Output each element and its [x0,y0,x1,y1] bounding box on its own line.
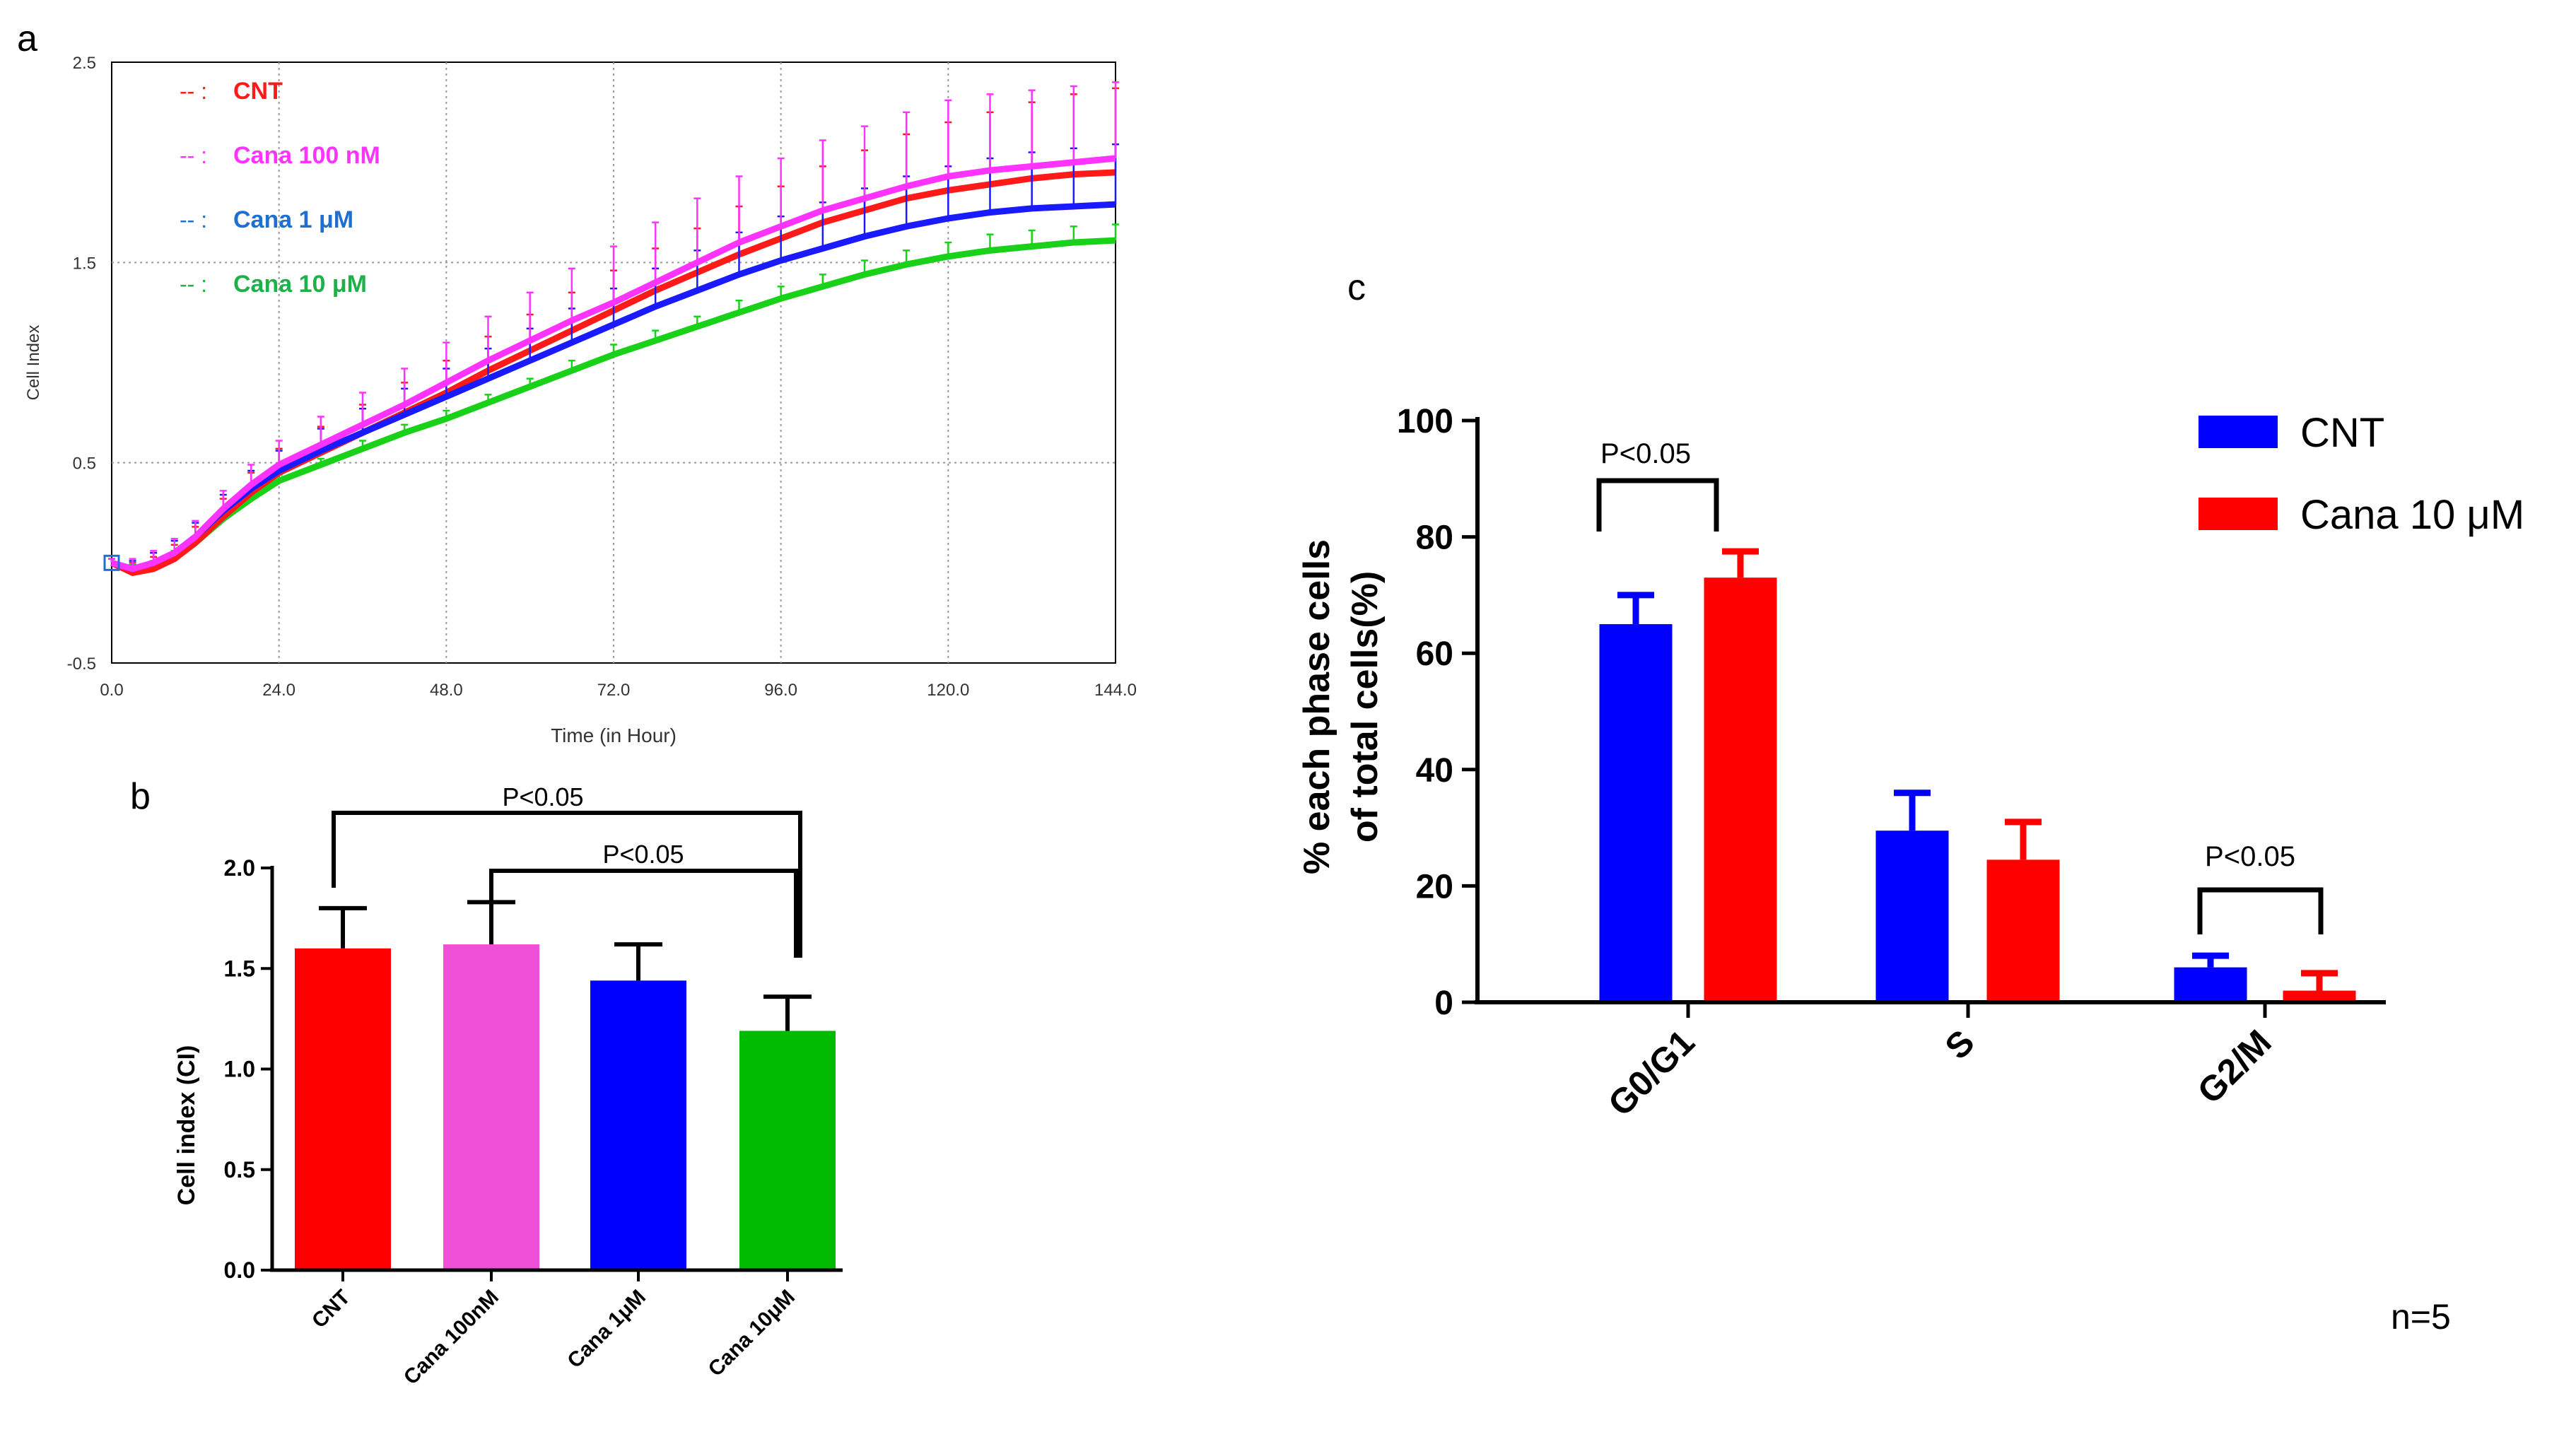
x-tick-label-a: 0.0 [100,681,123,700]
sample-size-note: n=5 [2391,1297,2451,1337]
x-tick-label-b: CNT [308,1286,355,1333]
bar-cnt-s [1875,831,1949,1002]
significance-label: P<0.05 [1600,438,1691,469]
legend-label-a: Cana 100 nM [233,142,380,169]
x-tick-label-a: 120.0 [927,681,969,700]
significance-bracket [489,869,798,958]
significance-bracket [1596,478,1719,532]
bar-cnt [295,948,391,1270]
bar-cana-100nm [443,944,539,1270]
y-tick-label-b: 1.5 [224,956,255,981]
y-axis-label-b: Cell index (CI) [173,1045,200,1206]
series-line [110,155,1116,573]
y-tick-label-c: 80 [1416,520,1453,557]
panel-a-line-chart: -0.5 0.5 1.5 2.5 0.0 24.0 48.0 72.0 96.0 120.0 14… [24,54,1137,746]
y-tick-label-c: 20 [1416,868,1453,905]
panel-c-bar-chart: 0 20 40 60 80 100 G0/G1 S G2/M P<0.05 P<0.05 CNT Can… [1296,403,2524,1124]
bar-cnt-g2-m [2174,967,2247,1002]
x-tick-label-a: 24.0 [262,681,295,700]
series-line [110,169,1116,576]
y-tick-label-a: -0.5 [67,655,96,674]
y-tick-label-c: 40 [1416,752,1453,790]
y-tick-label-b: 0.0 [224,1257,255,1283]
x-tick-label-a: 96.0 [764,681,797,700]
significance-bracket [2197,887,2324,934]
legend-label-c: Cana 10 μM [2300,492,2524,538]
start-marker [103,554,120,571]
legend-label-c: CNT [2300,410,2384,456]
y-tick-label-b: 1.0 [224,1057,255,1082]
y-axis-label-c-line2: of total cells(%) [1345,571,1386,843]
significance-label: P<0.05 [502,782,583,811]
y-tick-label-c: 0 [1434,985,1453,1022]
legend-label-a: Cana 1 μM [233,206,353,233]
legend-swatch-c [2199,498,2278,530]
x-tick-label-b: Cana 100nM [399,1286,503,1390]
y-axis-label-c-line1: % each phase cells [1296,539,1337,874]
x-tick-label-a: 48.0 [430,681,463,700]
x-axis-label-a: Time (in Hour) [551,724,677,746]
x-tick-label-b: Cana 10μM [704,1286,800,1381]
y-tick-label-c: 60 [1416,635,1453,673]
significance-label: P<0.05 [2205,841,2295,872]
legend-label-a: CNT [233,78,283,105]
y-tick-label-a: 0.5 [73,454,96,474]
y-tick-label-b: 0.5 [224,1157,255,1182]
y-tick-label-a: 1.5 [73,254,96,273]
bar-cana-10-μm-g2-m [2283,990,2356,1002]
x-tick-label-a: 144.0 [1094,681,1137,700]
panel-c-label: c [1347,267,1366,308]
significance-label: P<0.05 [602,840,684,869]
x-tick-label-a: 72.0 [597,681,631,700]
x-tick-label-c: S [1938,1022,1982,1067]
legend-marker-a: -- : [180,78,207,104]
bar-cana-10-μm-g0-g1 [1704,577,1777,1002]
x-tick-label-b: Cana 1μM [563,1286,650,1373]
significance-bracket [332,811,802,958]
x-tick-label-c: G2/M [2190,1022,2279,1111]
bar-cana-1μm [590,980,686,1270]
y-tick-label-a: 2.5 [73,54,96,73]
bar-cana-10μm [739,1031,836,1270]
bar-cana-10-μm-s [1986,859,2060,1002]
legend-swatch-c [2199,416,2278,448]
bar-cnt-g0-g1 [1599,624,1673,1002]
panel-a-label: a [17,18,37,59]
panel-b-label: b [130,776,151,817]
legend-marker-a: -- : [180,143,207,168]
legend-marker-a: -- : [180,207,207,233]
legend-marker-a: -- : [180,271,207,297]
x-tick-label-c: G0/G1 [1600,1022,1702,1124]
legend-label-a: Cana 10 μM [233,271,367,298]
y-tick-label-c: 100 [1397,403,1453,440]
y-axis-label-a: Cell Index [24,325,43,401]
panel-b-bar-chart: 0.0 0.5 1.0 1.5 2.0 CNT Cana 100nM Cana 1μM Cana… [173,782,843,1390]
y-tick-label-b: 2.0 [224,855,255,881]
series-cana-100-nm [108,81,1119,573]
